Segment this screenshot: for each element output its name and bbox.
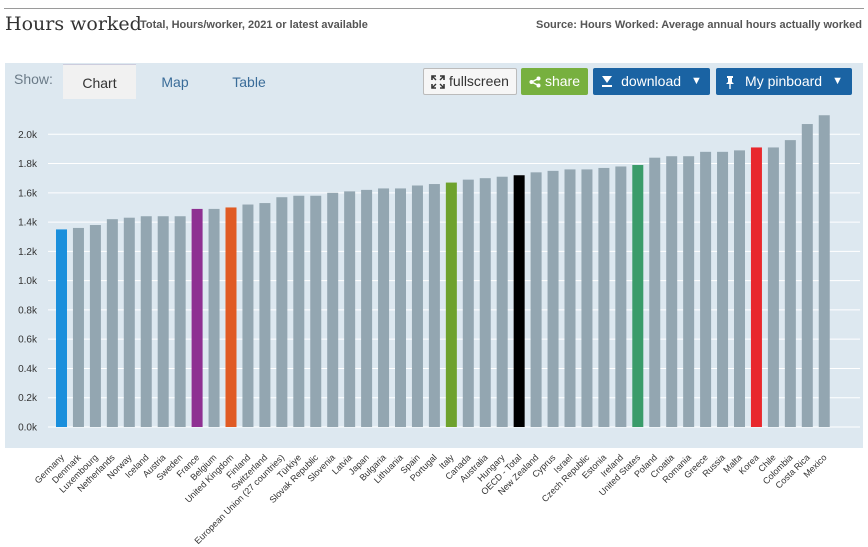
bar-austria xyxy=(157,216,169,427)
bar-united-kingdom xyxy=(225,207,237,427)
bar-chile xyxy=(767,147,779,428)
y-tick-label: 1.8k xyxy=(18,159,38,170)
bar-sweden xyxy=(174,216,186,427)
y-tick-label: 1.0k xyxy=(18,276,38,287)
y-tick-label: 0.8k xyxy=(18,305,38,316)
bar-costa-rica xyxy=(801,124,813,427)
bar-romania xyxy=(683,156,695,427)
fullscreen-label: fullscreen xyxy=(449,73,509,89)
bar-australia xyxy=(479,178,491,427)
bar-greece xyxy=(700,151,712,427)
bar-hungary xyxy=(496,176,508,427)
y-tick-label: 0.4k xyxy=(18,364,38,375)
page-title: Hours worked xyxy=(5,13,142,35)
download-button[interactable]: download ▼ xyxy=(593,68,710,95)
show-label: Show: xyxy=(14,71,53,87)
y-tick-label: 0.0k xyxy=(18,423,38,434)
bar-slovenia xyxy=(327,192,339,427)
bar-denmark xyxy=(72,227,84,427)
bar-italy xyxy=(445,182,457,427)
bar-germany xyxy=(56,229,67,427)
bar-luxembourg xyxy=(89,225,101,427)
bar-slovak-republic xyxy=(310,195,322,427)
pinboard-button[interactable]: My pinboard ▼ xyxy=(716,68,852,95)
y-tick-label: 2.0k xyxy=(18,130,38,141)
share-button[interactable]: share xyxy=(521,68,588,95)
bar-mexico xyxy=(818,115,830,427)
bar-bulgaria xyxy=(378,188,390,427)
chevron-down-icon: ▼ xyxy=(832,75,843,87)
chevron-down-icon: ▼ xyxy=(691,75,702,87)
bar-czech-republic xyxy=(581,169,593,427)
tab-map[interactable]: Map xyxy=(161,74,189,90)
y-tick-label: 0.2k xyxy=(18,393,38,404)
bar-spain xyxy=(411,185,423,427)
bar-canada xyxy=(462,179,474,427)
bar-israel xyxy=(564,169,576,427)
bar-norway xyxy=(123,217,135,427)
bar-latvia xyxy=(344,191,356,427)
bar-new-zealand xyxy=(530,172,542,427)
header-rule xyxy=(4,8,864,9)
bar-portugal xyxy=(428,184,440,427)
y-tick-label: 1.4k xyxy=(18,218,38,229)
page-subtitle: Total, Hours/worker, 2021 or latest avai… xyxy=(140,19,368,31)
pin-icon xyxy=(726,75,735,89)
download-label: download xyxy=(621,73,682,89)
pinboard-label: My pinboard xyxy=(745,73,823,89)
bar-korea xyxy=(750,147,762,428)
share-icon xyxy=(529,76,541,87)
tab-table[interactable]: Table xyxy=(232,74,266,90)
share-label: share xyxy=(544,73,581,89)
bar-cyprus xyxy=(547,170,559,427)
fullscreen-button[interactable]: fullscreen xyxy=(423,68,517,95)
bar-european-union-27-countries- xyxy=(276,197,288,427)
bar-malta xyxy=(734,150,745,427)
bar-finland xyxy=(242,204,254,427)
source-note: Source: Hours Worked: Average annual hou… xyxy=(535,19,862,31)
bar-t-rkiye xyxy=(293,195,305,427)
bar-netherlands xyxy=(106,219,118,427)
bar-france xyxy=(191,208,203,427)
bar-iceland xyxy=(140,216,152,427)
bar-colombia xyxy=(784,140,796,428)
tab-chart[interactable]: Chart xyxy=(63,64,136,99)
bar-united-states xyxy=(632,165,644,427)
y-tick-label: 1.6k xyxy=(18,188,38,199)
bar-estonia xyxy=(598,167,610,427)
download-icon xyxy=(602,76,613,87)
y-tick-label: 0.6k xyxy=(18,335,38,346)
bar-russia xyxy=(717,151,729,427)
bar-poland xyxy=(649,157,661,427)
fullscreen-icon xyxy=(431,74,445,89)
bar-switzerland xyxy=(259,203,271,427)
bar-lithuania xyxy=(395,188,406,427)
bar-belgium xyxy=(208,208,220,427)
bar-japan xyxy=(361,189,373,427)
y-tick-label: 1.2k xyxy=(18,247,38,258)
bar-oecd-total xyxy=(513,175,525,427)
bar-ireland xyxy=(615,166,627,428)
bar-croatia xyxy=(666,156,678,427)
